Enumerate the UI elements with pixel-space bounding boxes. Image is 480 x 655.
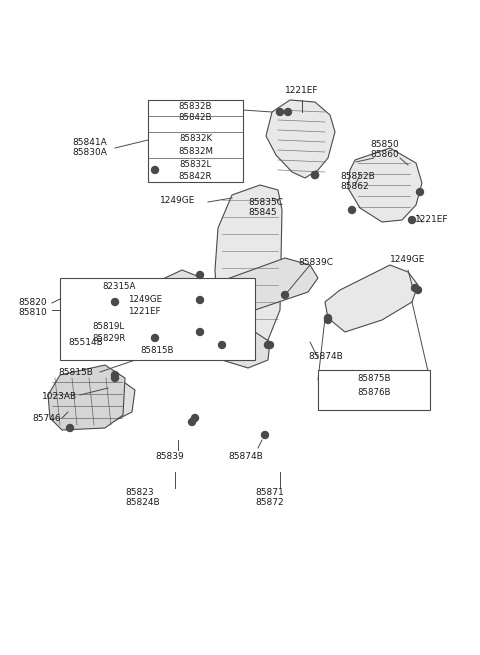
Circle shape <box>312 172 319 179</box>
Text: 85815B: 85815B <box>58 368 93 377</box>
Text: 85829R: 85829R <box>92 334 125 343</box>
Circle shape <box>408 217 416 223</box>
Polygon shape <box>215 185 282 345</box>
Text: 1249GE: 1249GE <box>390 255 425 264</box>
Circle shape <box>189 419 195 426</box>
Circle shape <box>67 424 73 432</box>
Text: 82315A: 82315A <box>102 282 135 291</box>
Text: 85823
85824B: 85823 85824B <box>125 488 160 508</box>
Text: 85832M: 85832M <box>178 147 213 156</box>
Text: 85871
85872: 85871 85872 <box>255 488 284 508</box>
Text: 85832L: 85832L <box>180 160 212 169</box>
Text: 1221EF: 1221EF <box>285 86 319 95</box>
Text: 85842B: 85842B <box>179 113 212 122</box>
Text: 85875B: 85875B <box>357 374 391 383</box>
Circle shape <box>276 109 284 115</box>
Text: 85841A
85830A: 85841A 85830A <box>72 138 107 157</box>
Circle shape <box>348 206 356 214</box>
Circle shape <box>324 314 332 322</box>
Circle shape <box>417 189 423 195</box>
Polygon shape <box>325 265 418 332</box>
Text: 1221EF: 1221EF <box>415 215 448 224</box>
Circle shape <box>415 286 421 293</box>
Circle shape <box>285 109 291 115</box>
Text: 1023AB: 1023AB <box>42 392 77 401</box>
Circle shape <box>281 291 288 299</box>
Circle shape <box>266 341 274 348</box>
Text: 85815B: 85815B <box>140 346 173 355</box>
Text: 85832K: 85832K <box>179 134 212 143</box>
Polygon shape <box>130 270 208 340</box>
Circle shape <box>324 316 332 324</box>
Polygon shape <box>68 378 135 422</box>
Circle shape <box>111 299 119 305</box>
Polygon shape <box>348 148 422 222</box>
Text: 85746: 85746 <box>32 414 60 423</box>
FancyBboxPatch shape <box>148 100 243 182</box>
Polygon shape <box>210 330 270 368</box>
Text: 85820
85810: 85820 85810 <box>18 298 47 318</box>
Text: 85874B: 85874B <box>228 452 263 461</box>
Circle shape <box>111 375 119 381</box>
Text: 85850
85860: 85850 85860 <box>370 140 399 159</box>
Circle shape <box>152 166 158 174</box>
Text: 1249GE: 1249GE <box>128 295 162 304</box>
Text: 85839: 85839 <box>155 452 184 461</box>
Text: 85842R: 85842R <box>179 172 212 181</box>
Circle shape <box>111 371 119 379</box>
Circle shape <box>312 172 319 179</box>
Text: 85876B: 85876B <box>357 388 391 397</box>
Polygon shape <box>266 100 335 178</box>
Text: 85835C
85845: 85835C 85845 <box>248 198 283 217</box>
Text: 1221EF: 1221EF <box>128 307 160 316</box>
Polygon shape <box>48 365 125 430</box>
Circle shape <box>192 415 199 422</box>
Text: 1249GE: 1249GE <box>160 196 195 205</box>
Circle shape <box>411 284 419 291</box>
FancyBboxPatch shape <box>318 370 430 410</box>
Polygon shape <box>78 258 318 360</box>
Circle shape <box>262 432 268 438</box>
Text: 85839C: 85839C <box>298 258 333 267</box>
Circle shape <box>264 341 272 348</box>
Circle shape <box>196 272 204 278</box>
Circle shape <box>196 329 204 335</box>
Text: 85874B: 85874B <box>308 352 343 361</box>
Text: 85832B: 85832B <box>179 102 212 111</box>
Circle shape <box>218 341 226 348</box>
FancyBboxPatch shape <box>60 278 255 360</box>
Circle shape <box>196 297 204 303</box>
Text: 85852B
85862: 85852B 85862 <box>340 172 375 191</box>
Text: 85819L: 85819L <box>92 322 124 331</box>
Text: 85514B: 85514B <box>68 338 103 347</box>
Circle shape <box>152 335 158 341</box>
